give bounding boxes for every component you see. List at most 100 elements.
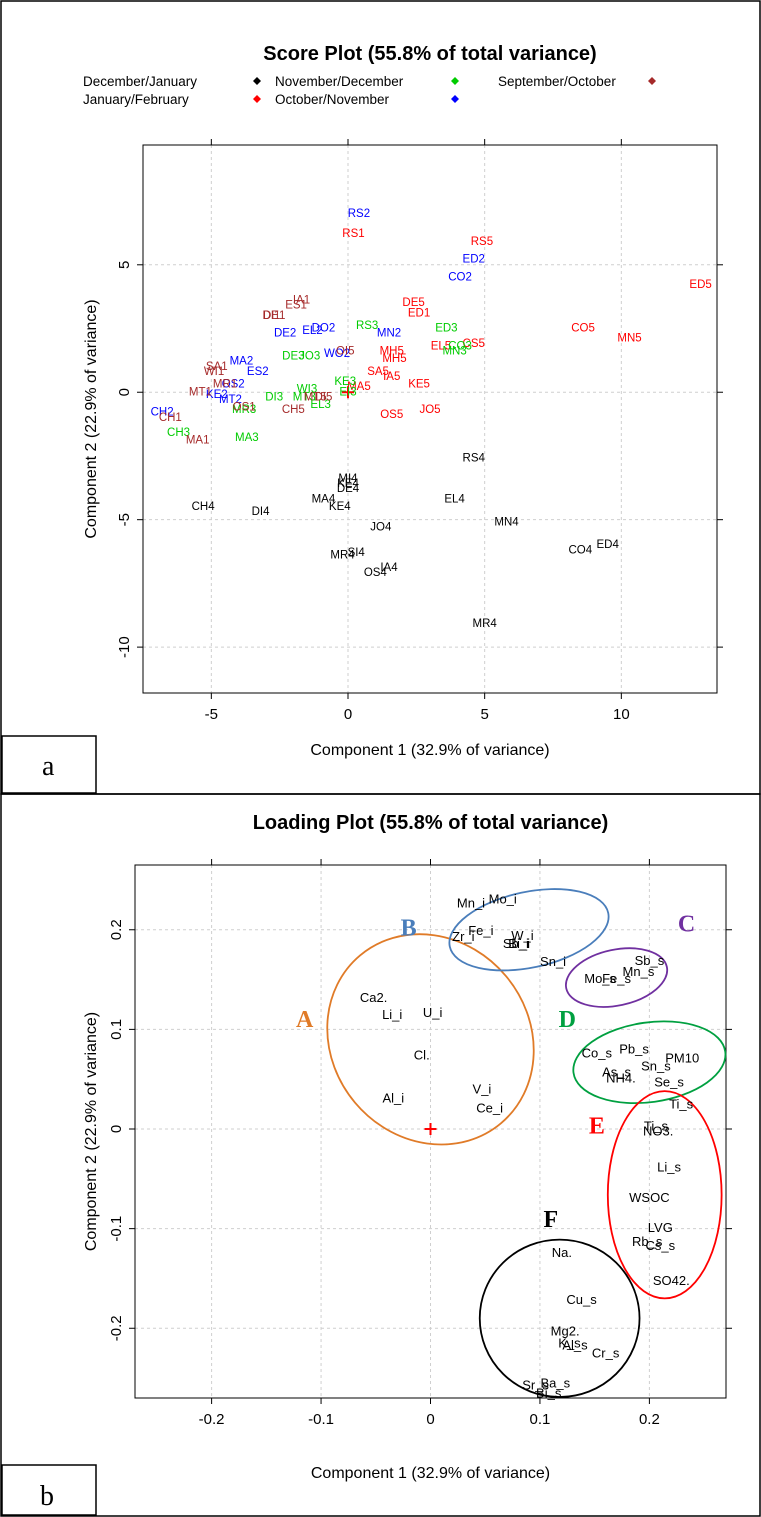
legend-marker — [451, 95, 459, 103]
score-point-label: DI4 — [252, 506, 271, 518]
score-point-label: OS4 — [364, 567, 388, 579]
loading-point-label: Ti_s — [669, 1097, 694, 1112]
loading-point-label: Se_s — [654, 1075, 684, 1090]
score-point-label: CH4 — [192, 501, 216, 513]
legend-entry-label: September/October — [498, 74, 616, 89]
score-point-label: JO4 — [370, 521, 392, 533]
panel-label: b — [40, 1481, 54, 1512]
legend: December/January January/February November… — [83, 74, 656, 107]
score-point-label: MN5 — [617, 333, 641, 345]
loading-point-label: Sn_i — [540, 954, 566, 969]
y-tick-label: 0.2 — [108, 919, 125, 940]
legend-entry-label: January/February — [83, 92, 189, 107]
score-point-label: MA1 — [186, 435, 210, 447]
legend-marker — [648, 77, 656, 85]
score-point-label: EL4 — [444, 493, 465, 505]
loading-point-label: K_s — [558, 1336, 581, 1351]
score-point-label: CO4 — [569, 544, 593, 556]
score-point-label: RS2 — [348, 208, 370, 220]
score-point-label: WI3 — [297, 384, 317, 396]
score-point-label: MI4 — [338, 473, 358, 485]
score-point-label: MN4 — [494, 516, 519, 528]
score-point-label: RS3 — [356, 320, 378, 332]
y-tick-label: -10 — [116, 636, 133, 658]
group-ellipse-D — [572, 1020, 727, 1105]
loading-point-label: PM10 — [665, 1051, 699, 1066]
score-point-label: DI5 — [314, 391, 332, 403]
origin-marker — [342, 386, 354, 399]
group-ellipse-F — [478, 1238, 641, 1398]
score-point-label: CH1 — [159, 412, 182, 424]
score-point-label: SA1 — [206, 361, 228, 373]
score-point-label: CO2 — [448, 272, 472, 284]
score-point-label: DO2 — [312, 323, 336, 335]
loading-point-label: Co_s — [582, 1046, 613, 1061]
legend-marker — [253, 77, 261, 85]
panel-b-frame — [0, 793, 761, 1517]
score-point-label: ED1 — [408, 307, 430, 319]
score-point-label: ES1 — [285, 300, 307, 312]
panel-label-box — [1, 1464, 97, 1516]
score-point-label: RS4 — [463, 453, 486, 465]
loading-point-label: Sn_s — [641, 1059, 671, 1074]
loading-point-label: Cu_s — [566, 1292, 597, 1307]
score-point-label: KE4 — [337, 478, 359, 490]
loading-point-label: Bi_s — [536, 1385, 562, 1400]
score-point-label: MR4 — [473, 618, 498, 630]
score-point-label: MA4 — [312, 493, 336, 505]
score-point-label: MH5 — [380, 345, 404, 357]
score-point-label: ES2 — [247, 366, 269, 378]
loading-point-label: Al_i — [382, 1091, 404, 1106]
group-ellipse-C — [565, 947, 669, 1008]
score-point-label: MA3 — [235, 432, 259, 444]
chart-panel-b: Loading Plot (55.8% of total variance) -0… — [1, 812, 732, 1516]
plot-area — [142, 144, 718, 694]
x-tick-label: 0.2 — [639, 1411, 660, 1428]
loading-point-label: NO3. — [643, 1123, 673, 1138]
x-axis-label: Component 1 (32.9% of variance) — [311, 1465, 550, 1482]
legend-entry-label: October/November — [275, 92, 390, 107]
loading-point-label: U_i — [423, 1005, 443, 1020]
loading-point-label: Cl. — [414, 1048, 430, 1063]
loading-point-label: Pb_s — [619, 1042, 649, 1057]
loading-point-label: Fe_i — [468, 923, 493, 938]
score-point-label: CS5 — [463, 338, 485, 350]
x-tick-label: -5 — [205, 706, 218, 723]
score-point-label: DE2 — [274, 328, 296, 340]
score-point-label: EL5 — [431, 340, 451, 352]
legend-entry-label: December/January — [83, 74, 197, 89]
score-point-label: MR3 — [232, 404, 256, 416]
score-point-label: OS1 — [233, 402, 256, 414]
loading-point-label: Ti_s — [644, 1118, 669, 1133]
group-ellipse-B — [448, 888, 610, 972]
loading-point-label: Cr_s — [592, 1346, 620, 1361]
group-label-D: D — [559, 1007, 576, 1033]
x-tick-label: 0 — [426, 1411, 434, 1428]
loading-point-label: Bi_i — [508, 936, 530, 951]
x-tick-label: 10 — [613, 706, 630, 723]
score-point-label: MA2 — [230, 356, 254, 368]
score-point-label: DI1 — [263, 310, 281, 322]
score-point-label: RS1 — [342, 228, 364, 240]
score-point-label: IA1 — [293, 295, 310, 307]
loading-point-label: Li_i — [382, 1007, 402, 1022]
score-point-label: OS2 — [222, 379, 245, 391]
score-point-label: WO2 — [324, 348, 350, 360]
loading-point-label: Rb_s — [632, 1234, 663, 1249]
score-point-label: JO3 — [299, 351, 320, 363]
x-tick-label: 5 — [480, 706, 488, 723]
score-point-label: JO5 — [419, 404, 440, 416]
score-point-label: MT2 — [219, 394, 242, 406]
chart-panel-a: Score Plot (55.8% of total variance) -5 0 5… — [1, 43, 723, 794]
y-tick-label: -0.1 — [108, 1216, 125, 1242]
group-label-A: A — [296, 1007, 314, 1033]
y-tick-label: 0.1 — [108, 1019, 125, 1040]
loading-point-label: NH4. — [606, 1071, 636, 1086]
score-point-label: ED5 — [689, 279, 711, 291]
score-point-label: EL3 — [310, 399, 330, 411]
origin-marker — [424, 1123, 437, 1136]
score-point-label: ED4 — [596, 539, 619, 551]
loading-point-label: Sb_s — [635, 953, 665, 968]
loading-point-label: Ca2. — [360, 990, 387, 1005]
